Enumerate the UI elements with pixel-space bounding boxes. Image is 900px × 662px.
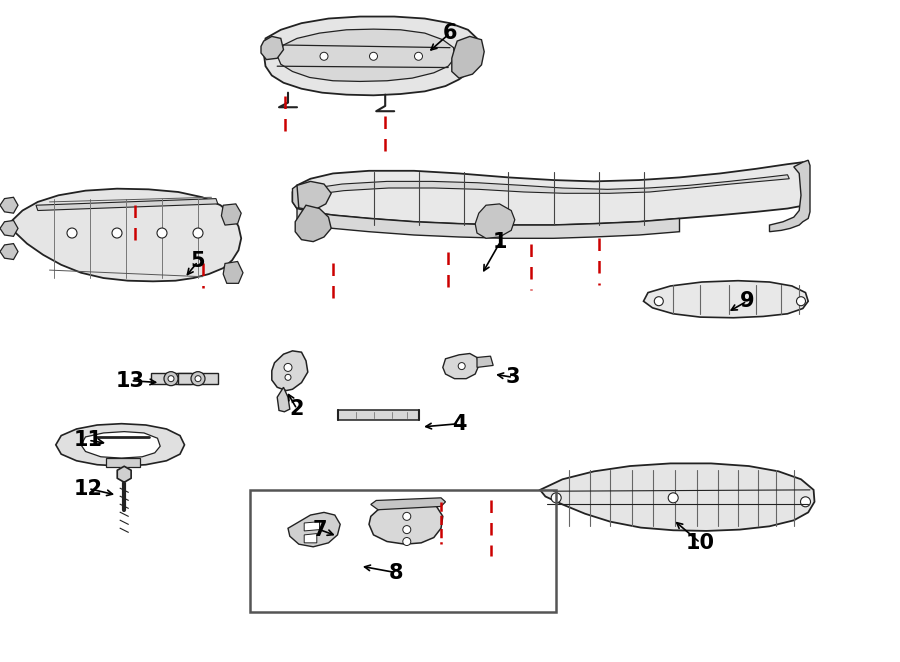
- Polygon shape: [0, 244, 18, 260]
- Text: 6: 6: [443, 23, 457, 43]
- Polygon shape: [369, 502, 443, 544]
- Polygon shape: [277, 29, 454, 81]
- Circle shape: [157, 228, 167, 238]
- Text: 9: 9: [740, 291, 754, 311]
- Circle shape: [195, 375, 201, 382]
- Circle shape: [403, 526, 410, 534]
- Circle shape: [67, 228, 77, 238]
- Text: 2: 2: [290, 399, 304, 419]
- Text: 7: 7: [312, 520, 327, 540]
- Polygon shape: [477, 356, 493, 367]
- Circle shape: [284, 363, 292, 371]
- Polygon shape: [292, 162, 806, 225]
- Polygon shape: [443, 354, 479, 379]
- Polygon shape: [371, 498, 446, 510]
- Circle shape: [164, 371, 178, 386]
- Text: 1: 1: [493, 232, 508, 252]
- Polygon shape: [452, 36, 484, 78]
- Circle shape: [320, 52, 328, 60]
- Polygon shape: [770, 160, 810, 232]
- Polygon shape: [295, 205, 331, 242]
- Polygon shape: [261, 36, 284, 60]
- Polygon shape: [644, 281, 808, 318]
- Circle shape: [403, 538, 410, 545]
- Circle shape: [285, 374, 291, 381]
- Polygon shape: [0, 220, 18, 236]
- Polygon shape: [475, 204, 515, 238]
- Text: 3: 3: [506, 367, 520, 387]
- Text: 8: 8: [389, 563, 403, 583]
- Bar: [250, 490, 556, 612]
- Polygon shape: [272, 351, 308, 391]
- Polygon shape: [117, 466, 131, 482]
- Circle shape: [668, 493, 679, 503]
- Polygon shape: [36, 199, 218, 211]
- Polygon shape: [106, 458, 140, 467]
- Polygon shape: [264, 17, 477, 95]
- Circle shape: [415, 52, 422, 60]
- Circle shape: [168, 375, 174, 382]
- Polygon shape: [0, 197, 18, 213]
- Polygon shape: [223, 261, 243, 283]
- Polygon shape: [297, 209, 680, 238]
- Polygon shape: [151, 373, 191, 384]
- Polygon shape: [304, 534, 317, 543]
- Circle shape: [458, 363, 465, 369]
- Circle shape: [193, 228, 203, 238]
- Text: 4: 4: [452, 414, 466, 434]
- Circle shape: [654, 297, 663, 306]
- Polygon shape: [221, 204, 241, 225]
- Circle shape: [112, 228, 122, 238]
- Polygon shape: [178, 373, 218, 384]
- Polygon shape: [81, 432, 160, 458]
- Polygon shape: [292, 185, 302, 209]
- Circle shape: [796, 297, 806, 306]
- Polygon shape: [310, 175, 789, 195]
- Text: 5: 5: [191, 252, 205, 271]
- Circle shape: [551, 493, 562, 503]
- Text: 12: 12: [74, 479, 103, 498]
- Circle shape: [800, 496, 811, 507]
- Text: 11: 11: [74, 430, 103, 450]
- Polygon shape: [338, 410, 418, 420]
- Polygon shape: [540, 463, 814, 531]
- Polygon shape: [304, 522, 320, 531]
- Polygon shape: [288, 512, 340, 547]
- Polygon shape: [11, 189, 241, 281]
- Circle shape: [191, 371, 205, 386]
- Polygon shape: [297, 181, 331, 211]
- Polygon shape: [277, 387, 290, 412]
- Text: 13: 13: [116, 371, 145, 391]
- Circle shape: [403, 512, 410, 520]
- Text: 10: 10: [686, 533, 715, 553]
- Circle shape: [370, 52, 377, 60]
- Polygon shape: [56, 424, 184, 466]
